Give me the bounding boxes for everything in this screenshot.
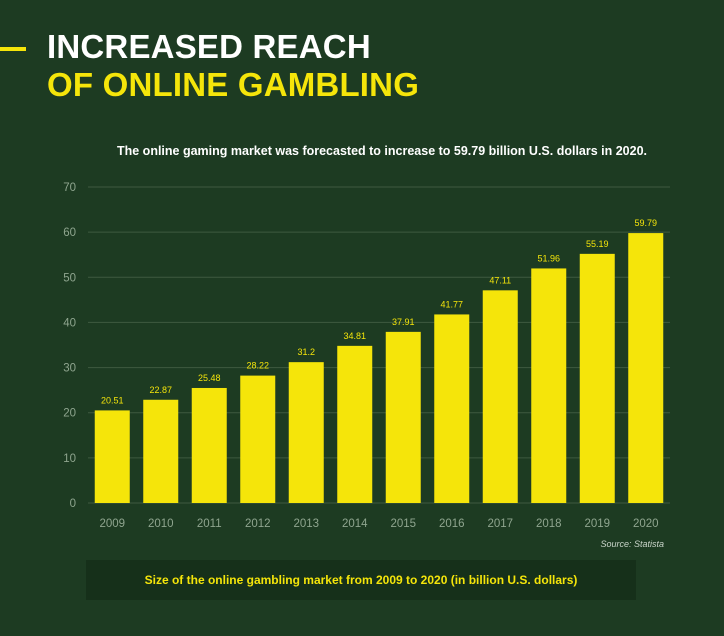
x-tick-label: 2020 [633,518,659,530]
x-tick-label: 2016 [439,518,465,530]
x-tick-label: 2011 [197,518,222,530]
x-tick-label: 2013 [293,518,319,530]
x-tick-label: 2010 [148,518,174,530]
title-line-1: INCREASED REACH [47,28,371,65]
x-tick-label: 2015 [390,518,416,530]
data-label: 34.81 [343,331,366,341]
data-label: 28.22 [246,361,269,371]
data-label: 20.51 [101,395,124,405]
y-tick-label: 50 [63,272,76,284]
bar [337,345,373,503]
y-tick-label: 10 [63,453,76,465]
accent-line [0,47,26,51]
bar [143,399,179,503]
data-label: 37.91 [392,317,415,327]
bar [385,331,421,503]
y-tick-label: 70 [63,182,76,194]
bar [531,268,567,503]
data-label: 25.48 [198,373,221,383]
page-title: INCREASED REACH OF ONLINE GAMBLING [47,28,419,104]
x-tick-label: 2014 [342,518,368,530]
x-tick-label: 2019 [584,518,610,530]
y-tick-label: 40 [63,317,76,329]
source-note: Source: Statista [600,539,664,549]
chart-subtitle: The online gaming market was forecasted … [116,144,648,158]
y-tick-label: 20 [63,408,76,420]
y-tick-label: 30 [63,363,76,375]
bar [240,375,276,503]
y-tick-label: 60 [63,227,76,239]
caption-box: Size of the online gambling market from … [86,560,636,600]
data-label: 59.79 [634,218,657,228]
data-label: 31.2 [297,347,315,357]
data-label: 47.11 [489,275,511,285]
title-line-2: OF ONLINE GAMBLING [47,66,420,103]
bar [191,387,227,503]
data-label: 51.96 [537,253,560,263]
data-label: 22.87 [149,385,172,395]
bar [288,362,324,503]
x-tick-label: 2017 [487,518,513,530]
data-label: 41.77 [440,299,463,309]
x-tick-label: 2012 [245,518,271,530]
bar [579,253,615,503]
bar [94,410,130,503]
x-tick-label: 2018 [536,518,562,530]
bar [628,233,664,503]
x-tick-label: 2009 [99,518,125,530]
chart-caption: Size of the online gambling market from … [144,573,578,587]
bar [482,290,518,503]
bar [434,314,470,503]
data-label: 55.19 [586,239,609,249]
y-tick-label: 0 [70,498,76,510]
